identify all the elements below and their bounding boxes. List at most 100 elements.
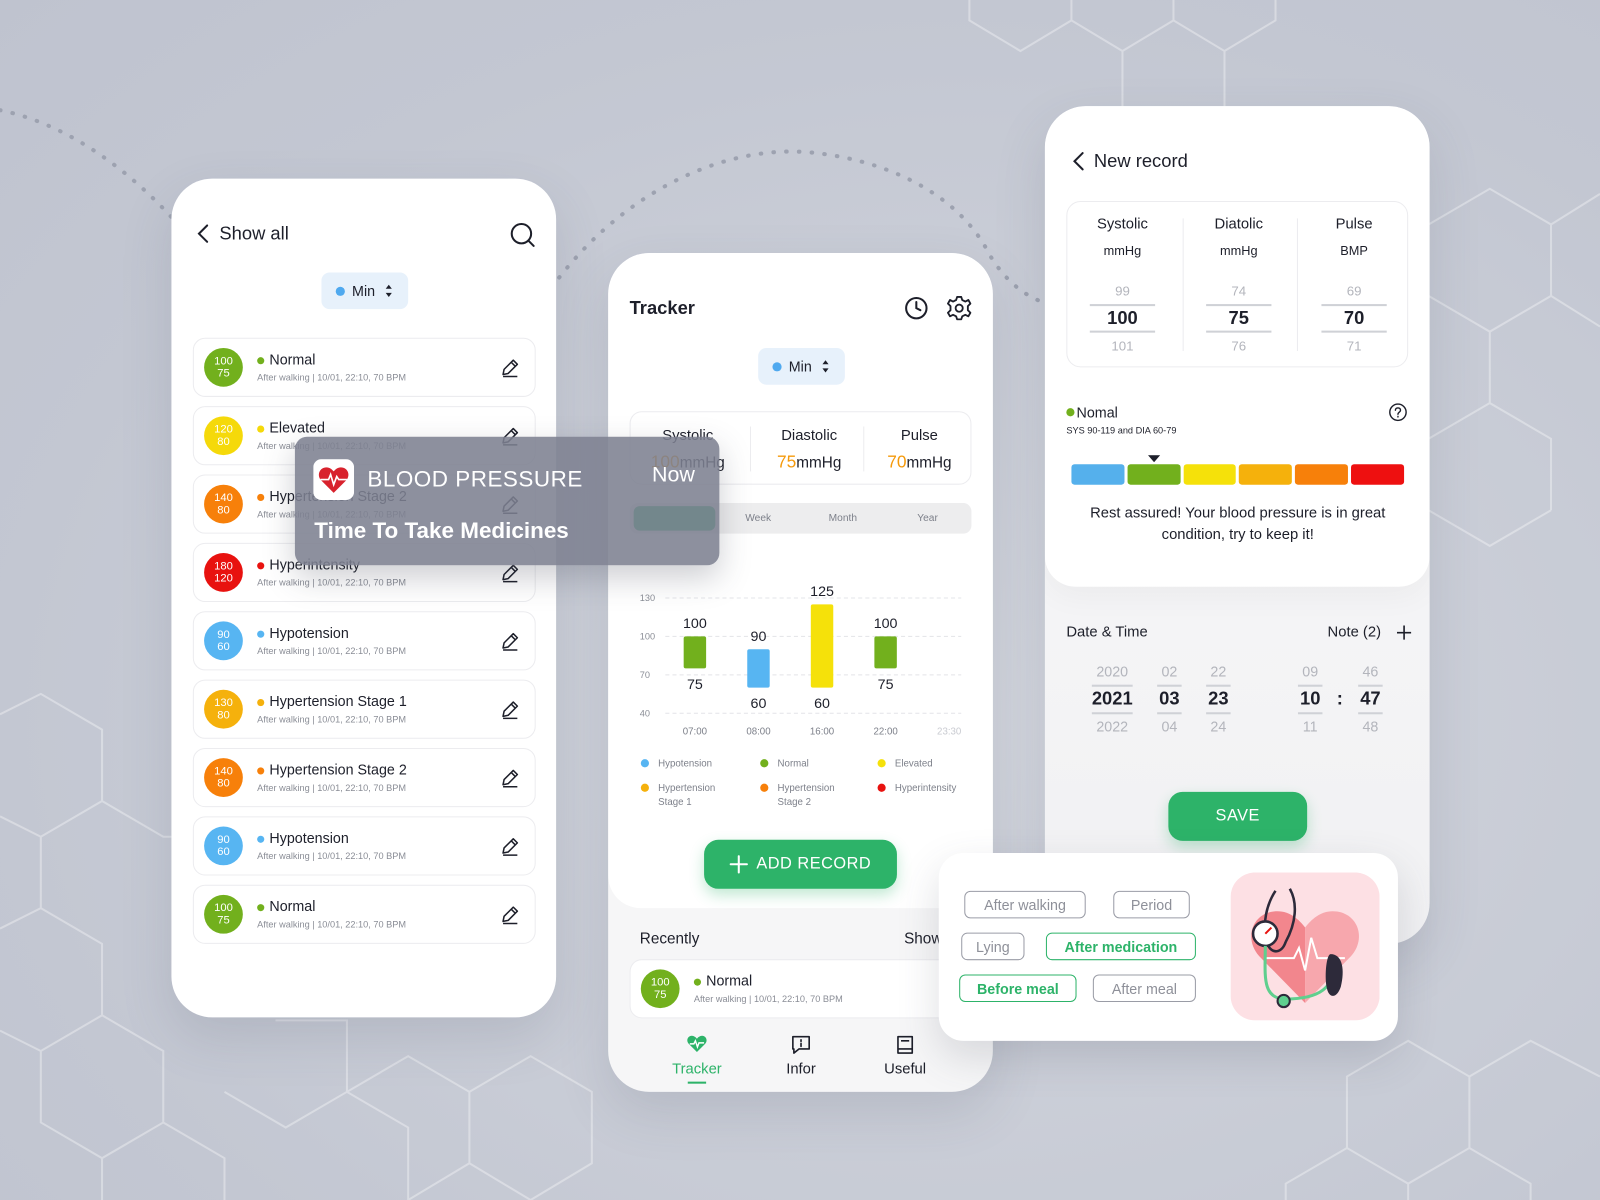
back-icon[interactable] (196, 223, 210, 243)
date-line (1297, 712, 1323, 714)
picker-selected[interactable]: 70 (1343, 307, 1365, 329)
date-selected[interactable]: 47 (1360, 688, 1381, 709)
picker-option[interactable]: 101 (1111, 338, 1134, 354)
record-item[interactable]: 100 75 Normal After walking | 10/01, 22:10,… (192, 337, 536, 397)
scale-segment (1071, 464, 1125, 485)
picker-selected[interactable]: 100 (1107, 307, 1138, 329)
plus-icon (729, 855, 749, 874)
picker-label: Diatolic (1214, 216, 1264, 233)
date-option[interactable]: 24 (1210, 718, 1227, 735)
gear (947, 296, 972, 321)
tag[interactable]: After medication (1045, 932, 1196, 961)
legend-dot (760, 783, 769, 792)
record-item[interactable]: 90 60 Hypotension After walking | 10/01, 22… (192, 611, 536, 671)
tag[interactable]: After meal (1092, 974, 1196, 1003)
triangle (1147, 455, 1161, 463)
diastolic-value: 120 (214, 572, 233, 585)
date-selected[interactable]: 10 (1299, 688, 1321, 709)
date-option[interactable]: 04 (1161, 718, 1178, 735)
status-range: SYS 90-119 and DIA 60-79 (1066, 425, 1177, 436)
x-tick-label: 23:30 (937, 727, 962, 738)
status-dot (257, 357, 265, 365)
status-label: Hypotension (269, 829, 349, 846)
edit-icon[interactable] (500, 767, 520, 788)
date-option[interactable]: 02 (1161, 663, 1178, 680)
pencil (502, 359, 519, 378)
y-tick-label: 130 (640, 593, 655, 603)
book (897, 1035, 914, 1054)
show-link[interactable]: Show (904, 930, 943, 948)
tag[interactable]: Lying (961, 932, 1025, 961)
new-record-screen: New record Systolic mmHg 99 100 101 Diatolic m… (1044, 106, 1430, 944)
bar-high-label: 100 (874, 616, 898, 632)
infor-icon (792, 1035, 810, 1054)
picker-option[interactable]: 71 (1346, 338, 1362, 354)
notification[interactable]: BLOOD PRESSURE Now Time To Take Medicine… (294, 436, 720, 566)
filter-pill[interactable]: Min (758, 347, 845, 385)
edit-icon[interactable] (500, 699, 520, 720)
settings-icon[interactable] (947, 296, 972, 321)
record-item[interactable]: 90 60 Hypotension After walking | 10/01, 22… (192, 816, 536, 876)
diastolic-value: 60 (217, 640, 230, 654)
date-option[interactable]: 2022 (1096, 718, 1129, 735)
bar-low-label: 75 (878, 677, 894, 693)
filter-pill[interactable]: Min (321, 272, 409, 310)
date-selected[interactable]: 2021 (1091, 688, 1133, 709)
edit-icon[interactable] (500, 631, 520, 651)
date-option[interactable]: 46 (1362, 663, 1379, 680)
period-tab[interactable]: Week (745, 512, 772, 524)
value-badge: 100 75 (640, 969, 680, 1009)
date-option[interactable]: 22 (1210, 663, 1227, 680)
value-badge: 90 60 (204, 621, 243, 661)
save-button[interactable]: SAVE (1168, 791, 1308, 841)
tag[interactable]: After walking (964, 890, 1086, 919)
heart-illustration (1230, 872, 1380, 1021)
edit-icon[interactable] (500, 562, 520, 583)
back-icon[interactable] (1071, 151, 1085, 171)
date-option[interactable]: 09 (1302, 663, 1319, 680)
help-icon[interactable] (1389, 403, 1407, 422)
date-option[interactable]: 2020 (1096, 663, 1129, 680)
scale-marker (1147, 455, 1161, 463)
tag[interactable]: Period (1113, 890, 1190, 919)
nav-label[interactable]: Infor (786, 1061, 816, 1078)
edit-icon[interactable] (500, 357, 520, 378)
nav-label[interactable]: Tracker (672, 1061, 722, 1078)
edit-icon[interactable] (500, 836, 520, 856)
date-option[interactable]: 11 (1302, 718, 1318, 735)
picker-option[interactable]: 76 (1231, 338, 1247, 354)
picker-option[interactable]: 69 (1346, 283, 1362, 299)
add-record-button[interactable]: ADD RECORD (704, 839, 897, 889)
systolic-value: 100 (214, 902, 233, 915)
picker-line (1321, 330, 1387, 333)
picker-option[interactable]: 74 (1231, 283, 1247, 299)
back-label[interactable]: Show all (219, 222, 289, 244)
scale-segment (1127, 464, 1181, 485)
picker-option[interactable]: 99 (1115, 283, 1130, 299)
nav-label[interactable]: Useful (884, 1061, 927, 1078)
range-bar (747, 649, 770, 688)
search-icon[interactable] (509, 221, 536, 248)
record-item[interactable]: 100 75 Normal After walking | 10/01, 22:10,… (629, 959, 993, 1019)
period-tab[interactable]: Year (917, 512, 938, 524)
date-selected[interactable]: 23 (1208, 688, 1229, 709)
edit-icon[interactable] (500, 904, 520, 925)
record-item[interactable]: 130 80 Hypertension Stage 1 After walking |… (192, 679, 536, 739)
picker-selected[interactable]: 75 (1228, 307, 1249, 329)
history-icon[interactable] (904, 296, 928, 320)
add-note-icon[interactable] (1396, 625, 1412, 640)
date-selected[interactable]: 03 (1159, 688, 1180, 709)
record-detail: After walking | 10/01, 22:10, 70 BPM (257, 851, 407, 862)
summary-value: 70mmHg (887, 452, 951, 472)
date-option[interactable]: 48 (1362, 718, 1379, 735)
note-label[interactable]: Note (2) (1327, 624, 1382, 641)
pencil (502, 906, 519, 925)
period-tab[interactable]: Month (828, 512, 858, 524)
record-item[interactable]: 100 75 Normal After walking | 10/01, 22:10,… (192, 884, 536, 944)
lens (510, 222, 533, 245)
tag[interactable]: Before meal (959, 974, 1077, 1003)
legend-dot (760, 759, 769, 768)
